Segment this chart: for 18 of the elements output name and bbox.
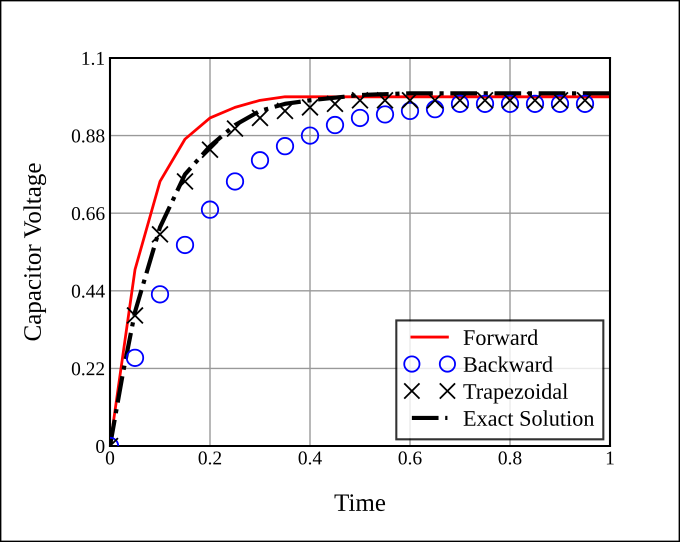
y-tick-label: 0 xyxy=(96,440,104,453)
x-tick-label: 0.2 xyxy=(198,451,222,465)
x-tick-label: 0.8 xyxy=(498,451,522,465)
y-tick-label: 0.88 xyxy=(72,129,104,143)
y-tick-label: 0.22 xyxy=(72,362,104,376)
y-tick-label: 1.1 xyxy=(82,52,104,66)
y-tick-label: 0.44 xyxy=(72,284,105,298)
x-tick-label: 0.6 xyxy=(398,451,422,465)
legend-label: Forward xyxy=(464,329,538,346)
legend-label: Backward xyxy=(464,356,553,372)
y-tick-label: 0.66 xyxy=(72,207,105,220)
legend-label: Exact Solution xyxy=(464,410,594,426)
x-axis-title: Time xyxy=(334,494,386,512)
x-tick-label: 0.4 xyxy=(298,451,322,465)
y-axis-title: Capacitor Voltage xyxy=(23,163,46,340)
x-tick-label: 1 xyxy=(606,452,614,464)
legend-label: Trapezoidal xyxy=(463,383,568,404)
x-tick-label: 0 xyxy=(106,451,114,465)
